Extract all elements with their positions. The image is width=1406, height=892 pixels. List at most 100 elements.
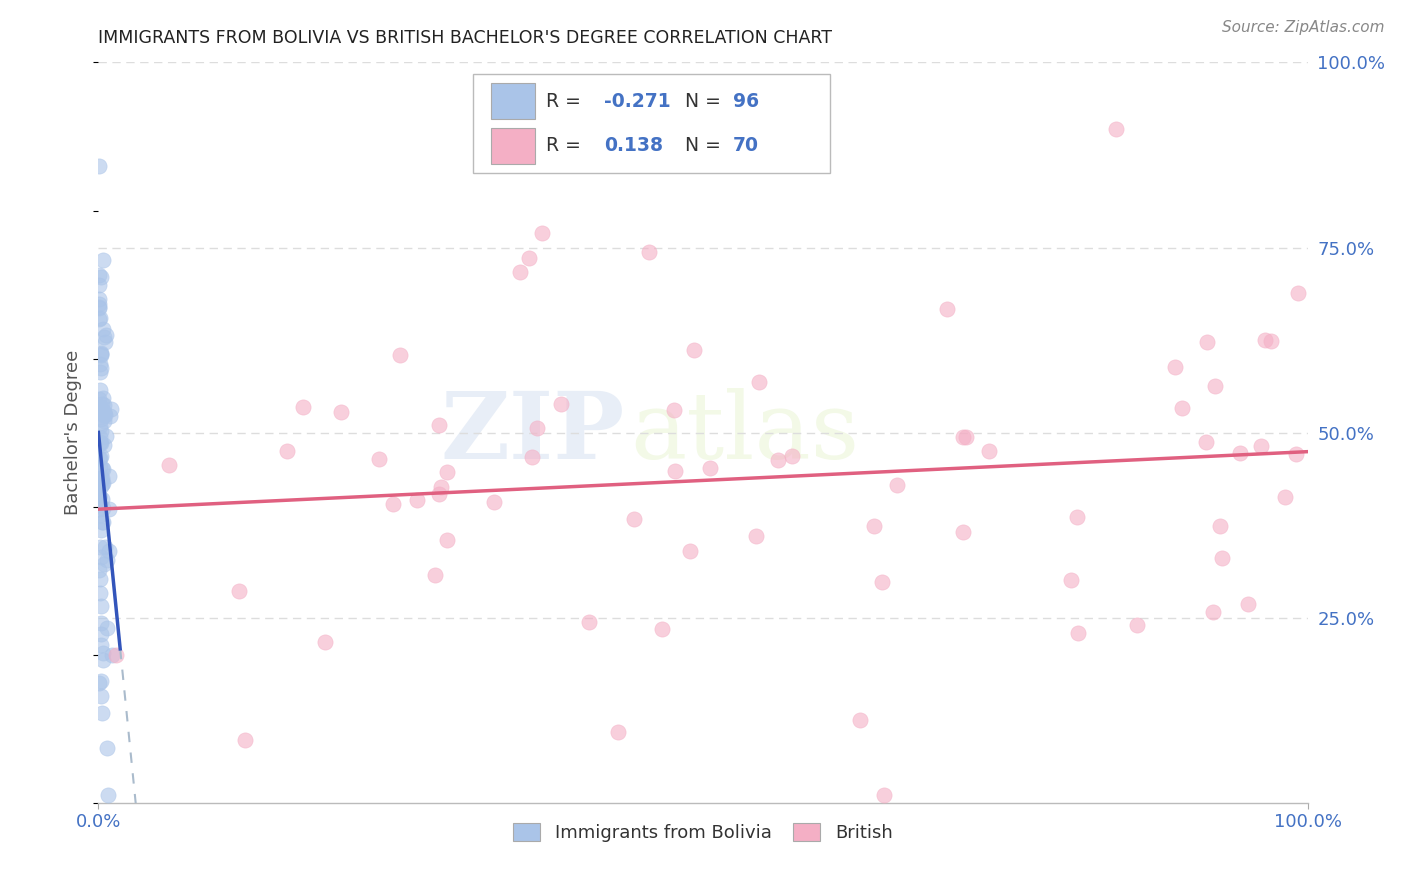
Point: [1060, 574, 1083, 588]
Point: [1171, 401, 1194, 416]
Point: [1209, 518, 1232, 533]
Point: [1164, 359, 1187, 374]
Point: [748, 375, 770, 389]
Point: [87, 300, 110, 314]
Point: [679, 544, 702, 558]
Text: N =: N =: [685, 92, 727, 111]
Point: [93, 653, 115, 667]
Point: [406, 493, 429, 508]
Point: [97, 544, 120, 558]
Text: ZIP: ZIP: [440, 388, 624, 477]
Point: [94, 335, 117, 350]
Point: [699, 460, 721, 475]
Point: [388, 348, 411, 362]
Point: [329, 405, 352, 419]
Point: [91, 476, 114, 491]
Point: [96, 552, 118, 566]
Point: [87, 450, 110, 465]
Point: [96, 740, 118, 755]
Text: 96: 96: [734, 92, 759, 111]
Point: [873, 789, 896, 803]
FancyBboxPatch shape: [492, 83, 534, 120]
Y-axis label: Bachelor's Degree: Bachelor's Degree: [65, 350, 83, 516]
Point: [89, 460, 111, 475]
Point: [517, 251, 540, 265]
Point: [233, 732, 256, 747]
Point: [936, 302, 959, 317]
Point: [90, 412, 112, 426]
Point: [1250, 440, 1272, 454]
Point: [97, 502, 120, 516]
Point: [90, 627, 112, 641]
Point: [91, 462, 114, 476]
Point: [90, 346, 112, 360]
Point: [97, 789, 120, 803]
Point: [1237, 597, 1260, 611]
Point: [89, 357, 111, 371]
Point: [745, 529, 768, 543]
Point: [87, 268, 110, 282]
Point: [89, 434, 111, 449]
Point: [87, 296, 110, 310]
Point: [89, 392, 111, 406]
Point: [664, 403, 686, 417]
Point: [425, 567, 447, 582]
Point: [87, 277, 110, 292]
Point: [90, 599, 112, 613]
Point: [1286, 285, 1309, 300]
Point: [93, 437, 115, 451]
Text: IMMIGRANTS FROM BOLIVIA VS BRITISH BACHELOR'S DEGREE CORRELATION CHART: IMMIGRANTS FROM BOLIVIA VS BRITISH BACHE…: [98, 29, 832, 47]
Point: [90, 550, 112, 565]
Text: R =: R =: [546, 136, 586, 155]
Point: [1284, 447, 1306, 461]
Point: [89, 540, 111, 554]
Point: [93, 408, 115, 422]
Point: [90, 270, 112, 285]
Point: [1195, 334, 1218, 349]
Point: [91, 646, 114, 660]
Point: [87, 488, 110, 502]
Point: [87, 159, 110, 173]
Point: [766, 453, 789, 467]
Point: [101, 648, 124, 662]
Point: [89, 450, 111, 465]
Point: [90, 673, 112, 688]
Point: [90, 436, 112, 450]
Point: [91, 461, 114, 475]
Point: [91, 391, 114, 405]
Point: [526, 421, 548, 435]
Point: [94, 541, 117, 555]
Point: [93, 414, 115, 428]
Point: [94, 429, 117, 443]
Point: [89, 436, 111, 450]
Point: [979, 444, 1001, 458]
Point: [89, 419, 111, 434]
Point: [90, 348, 112, 362]
Point: [955, 430, 977, 444]
Point: [89, 472, 111, 486]
Point: [848, 713, 870, 727]
Point: [90, 396, 112, 410]
Text: 70: 70: [734, 136, 759, 155]
Point: [550, 396, 572, 410]
Point: [89, 475, 111, 489]
Point: [100, 402, 122, 417]
Point: [89, 401, 111, 415]
Point: [314, 635, 336, 649]
Point: [1260, 334, 1282, 348]
Point: [87, 489, 110, 503]
Point: [89, 572, 111, 586]
Text: Source: ZipAtlas.com: Source: ZipAtlas.com: [1222, 20, 1385, 35]
FancyBboxPatch shape: [492, 128, 534, 164]
Point: [1211, 551, 1233, 566]
Point: [368, 452, 391, 467]
Point: [98, 409, 121, 423]
Point: [90, 689, 112, 703]
Point: [93, 330, 115, 344]
Point: [96, 328, 118, 343]
FancyBboxPatch shape: [474, 73, 830, 173]
Point: [683, 343, 706, 357]
Point: [87, 490, 110, 504]
Point: [429, 480, 451, 494]
Point: [93, 405, 115, 419]
